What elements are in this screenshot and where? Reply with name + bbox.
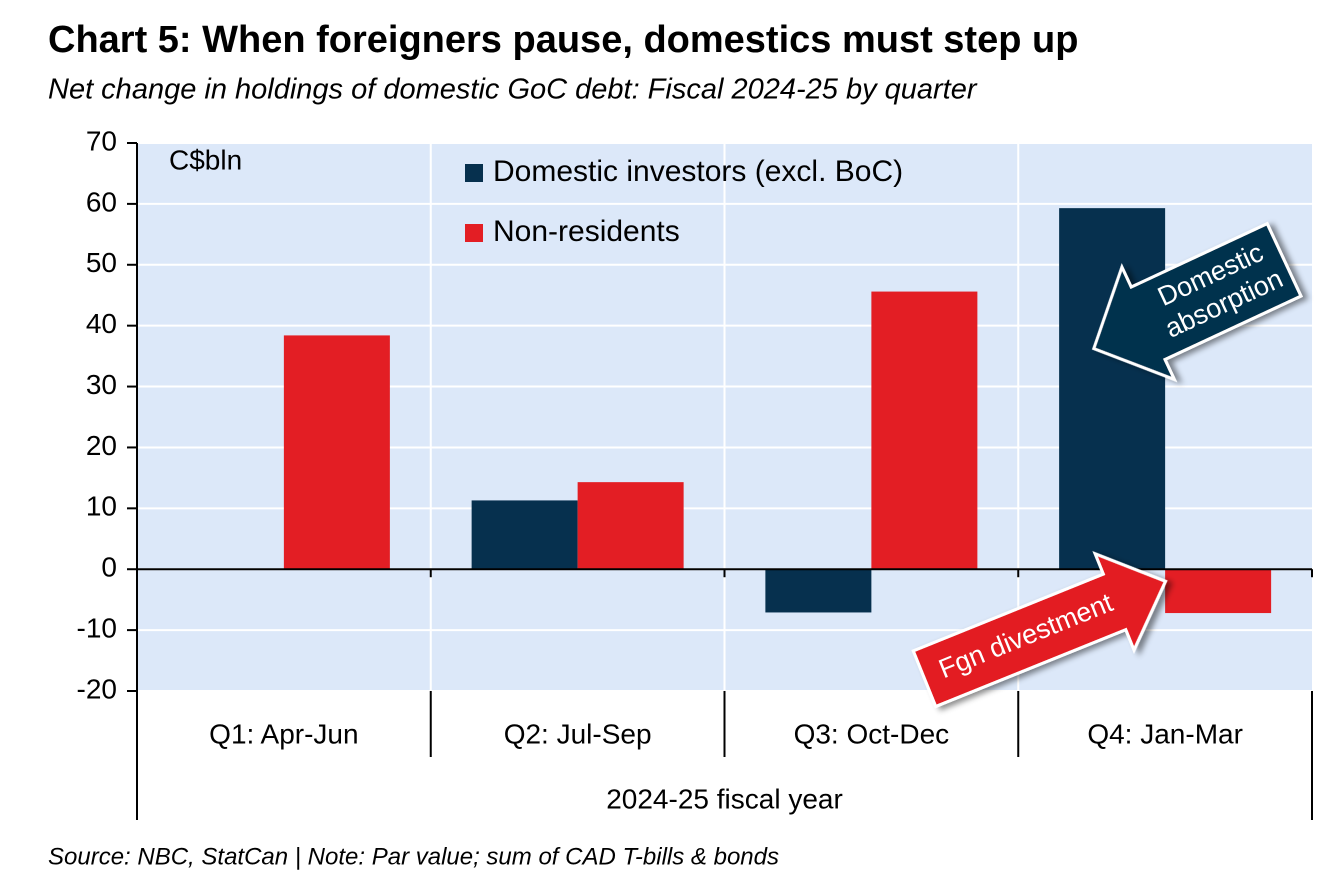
bar (1059, 208, 1166, 570)
y-tick-label: 50 (86, 247, 117, 278)
y-tick-label: 10 (86, 491, 117, 522)
y-unit: C$bln (169, 144, 242, 175)
y-tick-label: 0 (101, 552, 117, 583)
bar (1165, 569, 1272, 614)
y-tick-label: -20 (77, 673, 117, 704)
x-tick-label: Q3: Oct-Dec (794, 718, 950, 749)
x-group-label: 2024-25 fiscal year (606, 783, 843, 814)
chart-title: Chart 5: When foreigners pause, domestic… (48, 19, 1078, 61)
legend-swatch (465, 164, 483, 182)
legend-label: Non-residents (493, 215, 680, 248)
y-tick-label: -10 (77, 613, 117, 644)
chart-subtitle: Net change in holdings of domestic GoC d… (48, 74, 978, 106)
annotation-arrow (1091, 221, 1303, 383)
y-tick-label: 40 (86, 308, 117, 339)
bar (283, 335, 390, 570)
y-tick-label: 20 (86, 430, 117, 461)
bar (765, 569, 872, 613)
bar (577, 482, 684, 570)
y-tick-label: 30 (86, 369, 117, 400)
legend-label: Domestic investors (excl. BoC) (493, 155, 903, 188)
bar (471, 500, 578, 570)
source-note: Source: NBC, StatCan | Note: Par value; … (48, 843, 779, 870)
bar (871, 291, 978, 570)
legend-swatch (465, 224, 483, 242)
y-tick-label: 70 (86, 125, 117, 156)
y-tick-label: 60 (86, 186, 117, 217)
x-tick-label: Q4: Jan-Mar (1087, 718, 1243, 749)
x-tick-label: Q2: Jul-Sep (504, 718, 652, 749)
x-tick-label: Q1: Apr-Jun (209, 718, 358, 749)
annotation-arrow (911, 551, 1168, 709)
